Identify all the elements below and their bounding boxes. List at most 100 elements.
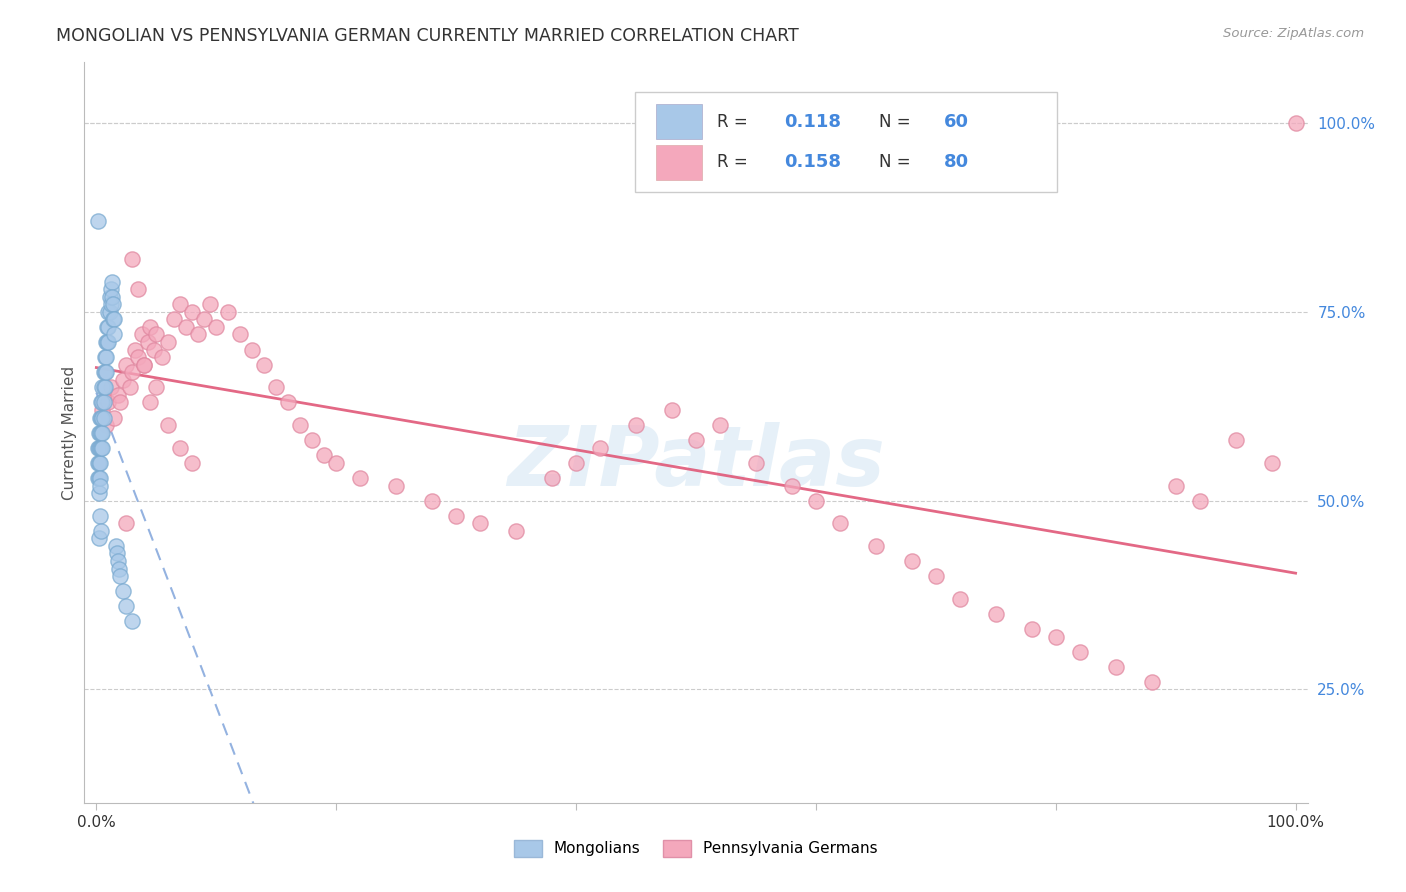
Point: [121, 252, 143, 266]
FancyBboxPatch shape: [636, 92, 1057, 192]
Point: [984, 607, 1007, 621]
FancyBboxPatch shape: [655, 145, 702, 180]
Point: [110, 395, 132, 409]
Point: [685, 433, 707, 447]
Point: [97, 395, 120, 409]
Point: [169, 441, 191, 455]
Point: [89, 478, 111, 492]
Point: [1188, 493, 1211, 508]
Legend: Mongolians, Pennsylvania Germans: Mongolians, Pennsylvania Germans: [509, 835, 883, 862]
Point: [444, 508, 467, 523]
Point: [134, 358, 156, 372]
Point: [93, 410, 115, 425]
Point: [127, 350, 149, 364]
Point: [121, 365, 143, 379]
Point: [101, 312, 124, 326]
Point: [89, 441, 111, 455]
Point: [93, 380, 115, 394]
Text: ZIPatlas: ZIPatlas: [508, 422, 884, 503]
Point: [94, 334, 117, 349]
Point: [104, 539, 127, 553]
Point: [97, 334, 120, 349]
Point: [91, 410, 114, 425]
Point: [111, 584, 134, 599]
Point: [325, 456, 347, 470]
Point: [89, 425, 111, 440]
Point: [901, 554, 924, 568]
Point: [90, 395, 112, 409]
Point: [349, 471, 371, 485]
Point: [240, 343, 263, 357]
Point: [217, 304, 239, 318]
Point: [925, 569, 948, 583]
Text: 0.158: 0.158: [785, 153, 841, 171]
Point: [1021, 622, 1043, 636]
Point: [115, 516, 138, 531]
Point: [90, 410, 112, 425]
Point: [118, 380, 141, 394]
Point: [91, 380, 114, 394]
Point: [93, 365, 117, 379]
Point: [90, 524, 112, 538]
Point: [1069, 645, 1091, 659]
Y-axis label: Currently Married: Currently Married: [62, 366, 77, 500]
Point: [90, 425, 112, 440]
Point: [101, 297, 124, 311]
Point: [89, 471, 111, 485]
Point: [145, 327, 167, 342]
Point: [157, 334, 180, 349]
Point: [865, 539, 887, 553]
Point: [150, 350, 173, 364]
FancyBboxPatch shape: [655, 103, 702, 139]
Text: 80: 80: [945, 153, 969, 171]
Point: [100, 380, 122, 394]
Text: N =: N =: [880, 112, 917, 130]
Point: [253, 358, 276, 372]
Point: [86, 441, 108, 455]
Point: [121, 615, 143, 629]
Point: [97, 304, 120, 318]
Point: [134, 358, 156, 372]
Point: [86, 456, 108, 470]
Text: R =: R =: [717, 153, 752, 171]
Point: [157, 418, 180, 433]
Point: [169, 297, 191, 311]
Point: [301, 433, 323, 447]
Point: [187, 327, 209, 342]
Point: [94, 350, 117, 364]
Point: [193, 312, 215, 326]
Point: [96, 334, 118, 349]
Point: [111, 373, 134, 387]
Point: [98, 304, 121, 318]
Point: [91, 441, 114, 455]
Text: R =: R =: [717, 112, 752, 130]
Point: [277, 395, 299, 409]
Point: [107, 554, 129, 568]
Point: [93, 350, 117, 364]
Point: [804, 493, 827, 508]
Point: [87, 532, 110, 546]
Point: [136, 334, 159, 349]
Point: [86, 471, 108, 485]
Point: [105, 547, 128, 561]
Point: [181, 304, 204, 318]
Point: [181, 456, 204, 470]
Point: [264, 380, 287, 394]
Text: MONGOLIAN VS PENNSYLVANIA GERMAN CURRENTLY MARRIED CORRELATION CHART: MONGOLIAN VS PENNSYLVANIA GERMAN CURRENT…: [56, 27, 799, 45]
Point: [98, 290, 121, 304]
Point: [1140, 674, 1163, 689]
Point: [93, 395, 115, 409]
Point: [131, 327, 153, 342]
Point: [200, 297, 222, 311]
Point: [91, 425, 114, 440]
Point: [93, 380, 117, 394]
Point: [87, 471, 110, 485]
Point: [100, 297, 122, 311]
Point: [115, 358, 138, 372]
Point: [87, 456, 110, 470]
Point: [90, 441, 112, 455]
Point: [110, 569, 132, 583]
Point: [139, 319, 162, 334]
Point: [145, 380, 167, 394]
Point: [103, 410, 125, 425]
